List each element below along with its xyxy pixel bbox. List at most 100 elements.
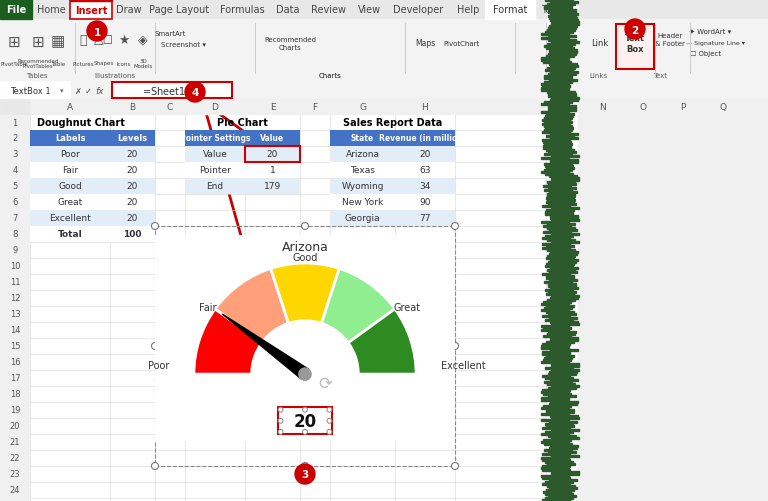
Bar — [110, 179, 155, 194]
Text: 34: 34 — [419, 182, 431, 191]
Bar — [542, 120, 570, 122]
Bar — [547, 199, 575, 201]
Bar — [0, 100, 546, 115]
Bar — [550, 2, 578, 4]
Bar — [546, 489, 574, 491]
Text: ✓: ✓ — [84, 86, 91, 95]
Text: 19: 19 — [10, 406, 20, 415]
Bar — [0, 307, 30, 322]
Text: — Signature Line ▾: — Signature Line ▾ — [686, 41, 744, 46]
Bar — [548, 284, 576, 286]
Bar — [0, 466, 30, 482]
Bar — [544, 130, 572, 132]
Bar — [548, 106, 576, 108]
Bar — [542, 124, 570, 126]
Text: Pie Chart: Pie Chart — [217, 118, 268, 128]
Text: Arizona: Arizona — [282, 240, 329, 254]
Bar — [547, 270, 575, 272]
Bar — [542, 427, 570, 429]
Bar — [542, 389, 570, 391]
Bar — [547, 383, 575, 385]
Text: Data: Data — [276, 5, 300, 15]
Text: 12: 12 — [10, 294, 20, 303]
Text: Revenue (in millions): Revenue (in millions) — [379, 134, 471, 143]
Text: New York: New York — [342, 198, 383, 207]
Bar — [542, 315, 570, 317]
Text: Wyoming: Wyoming — [341, 182, 384, 191]
Bar — [551, 365, 579, 367]
Bar — [0, 275, 30, 291]
Text: ◈: ◈ — [138, 34, 147, 47]
Bar — [545, 377, 573, 379]
Text: 20: 20 — [127, 198, 138, 207]
Text: 4: 4 — [191, 88, 199, 98]
Text: 3: 3 — [12, 150, 18, 159]
Bar — [541, 457, 569, 459]
Circle shape — [299, 368, 311, 380]
Text: Text
Box: Text Box — [625, 34, 645, 54]
Bar — [545, 235, 573, 237]
Text: 179: 179 — [264, 182, 281, 191]
Bar — [541, 172, 569, 174]
Bar — [550, 379, 578, 381]
Bar — [544, 122, 572, 124]
Bar — [30, 100, 110, 115]
Bar — [547, 30, 575, 32]
Bar — [544, 164, 572, 166]
Bar — [547, 300, 575, 302]
Text: Good: Good — [293, 253, 318, 263]
Text: 1: 1 — [12, 118, 18, 127]
Text: ✗: ✗ — [74, 86, 81, 95]
Bar — [549, 18, 577, 20]
Bar — [541, 433, 569, 435]
Bar — [547, 193, 575, 195]
Bar — [0, 322, 30, 338]
Bar — [549, 317, 577, 319]
Bar — [551, 42, 579, 44]
Text: TextBox 1: TextBox 1 — [10, 86, 51, 95]
Bar — [616, 25, 654, 70]
Bar — [578, 0, 768, 501]
Bar — [551, 98, 579, 100]
Circle shape — [302, 223, 309, 230]
Bar — [245, 163, 300, 179]
Bar — [30, 210, 110, 226]
Bar — [70, 0, 112, 2]
Bar — [395, 163, 455, 179]
Bar — [542, 343, 570, 345]
Bar — [545, 166, 573, 168]
Bar — [542, 140, 570, 142]
Bar — [546, 425, 574, 427]
Text: Fair: Fair — [199, 303, 216, 313]
Text: ⊞: ⊞ — [8, 35, 21, 50]
Text: 20: 20 — [293, 412, 316, 430]
Text: Page Layout: Page Layout — [150, 5, 210, 15]
Bar — [245, 179, 300, 194]
Bar — [546, 409, 574, 411]
Bar — [549, 479, 577, 481]
Bar — [548, 10, 576, 12]
Bar — [542, 499, 570, 501]
Bar — [543, 142, 571, 144]
Bar — [110, 226, 155, 242]
Bar — [548, 96, 576, 98]
Text: B: B — [130, 103, 136, 112]
Bar — [0, 386, 30, 402]
Bar — [543, 327, 571, 329]
Circle shape — [151, 343, 158, 350]
Bar — [546, 56, 574, 58]
Text: 9: 9 — [12, 246, 18, 255]
Text: 15: 15 — [10, 342, 20, 351]
Bar — [550, 415, 578, 417]
Bar — [551, 241, 579, 243]
Bar — [541, 419, 569, 421]
Text: End: End — [207, 182, 223, 191]
Bar — [548, 387, 576, 389]
Bar — [0, 115, 30, 131]
Bar — [544, 443, 572, 445]
Text: D: D — [211, 103, 218, 112]
Bar — [541, 347, 569, 349]
Bar — [542, 86, 570, 88]
Bar — [541, 329, 569, 331]
Bar — [548, 262, 576, 264]
